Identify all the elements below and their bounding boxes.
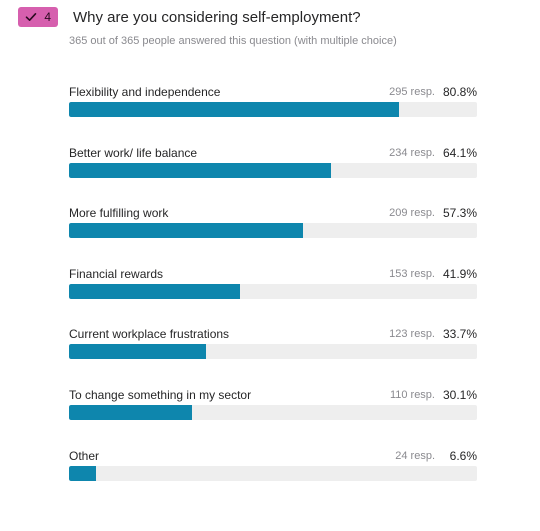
question-subtitle: 365 out of 365 people answered this ques… bbox=[69, 35, 397, 47]
result-percentage: 57.3% bbox=[442, 206, 477, 221]
result-row: Other 24 resp. 6.6% bbox=[69, 448, 477, 492]
result-bar-track bbox=[69, 465, 477, 481]
question-number-badge[interactable]: 4 bbox=[18, 7, 58, 27]
result-response-count: 295 resp. bbox=[389, 86, 435, 98]
question-title: Why are you considering self-employment? bbox=[73, 9, 361, 26]
result-row: Flexibility and independence 295 resp. 80.… bbox=[69, 84, 477, 128]
result-response-count: 24 resp. bbox=[395, 449, 435, 462]
result-label: More fulfilling work bbox=[69, 206, 169, 221]
result-percentage: 30.1% bbox=[442, 388, 477, 402]
result-row: To change something in my sector 110 resp… bbox=[69, 387, 477, 431]
question-number: 4 bbox=[44, 10, 51, 24]
result-bar bbox=[69, 405, 192, 420]
result-percentage: 6.6% bbox=[449, 448, 477, 463]
result-bar bbox=[69, 223, 303, 239]
result-bar bbox=[69, 102, 399, 117]
result-percentage: 64.1% bbox=[442, 145, 477, 160]
result-bar-track bbox=[69, 102, 477, 117]
result-row: Current workplace frustrations 123 resp. 3… bbox=[69, 326, 477, 370]
result-bar bbox=[69, 283, 240, 299]
result-bar-track bbox=[69, 344, 477, 360]
result-label: Current workplace frustrations bbox=[69, 327, 230, 342]
result-label: To change something in my sector bbox=[69, 388, 252, 402]
result-label: Financial rewards bbox=[69, 266, 164, 281]
result-row: Financial rewards 153 resp. 41.9% bbox=[69, 266, 477, 310]
result-bar-track bbox=[69, 405, 477, 420]
result-response-count: 234 resp. bbox=[389, 146, 435, 159]
result-label: Better work/ life balance bbox=[69, 145, 198, 160]
check-icon bbox=[25, 13, 37, 21]
result-percentage: 80.8% bbox=[442, 85, 477, 99]
result-bar-track bbox=[69, 223, 477, 239]
result-response-count: 153 resp. bbox=[389, 267, 435, 280]
result-percentage: 41.9% bbox=[442, 266, 477, 281]
result-percentage: 33.7% bbox=[442, 327, 477, 342]
result-label: Other bbox=[69, 448, 100, 463]
result-response-count: 110 resp. bbox=[389, 389, 435, 401]
result-bar bbox=[69, 162, 331, 178]
result-row: More fulfilling work 209 resp. 57.3% bbox=[69, 205, 477, 249]
result-bar-track bbox=[69, 162, 477, 178]
result-response-count: 123 resp. bbox=[389, 328, 435, 341]
result-label: Flexibility and independence bbox=[69, 85, 221, 99]
result-bar bbox=[69, 465, 96, 481]
result-bar bbox=[69, 344, 207, 360]
result-row: Better work/ life balance 234 resp. 64.1% bbox=[69, 145, 477, 189]
result-response-count: 209 resp. bbox=[389, 207, 435, 220]
result-bar-track bbox=[69, 283, 477, 299]
